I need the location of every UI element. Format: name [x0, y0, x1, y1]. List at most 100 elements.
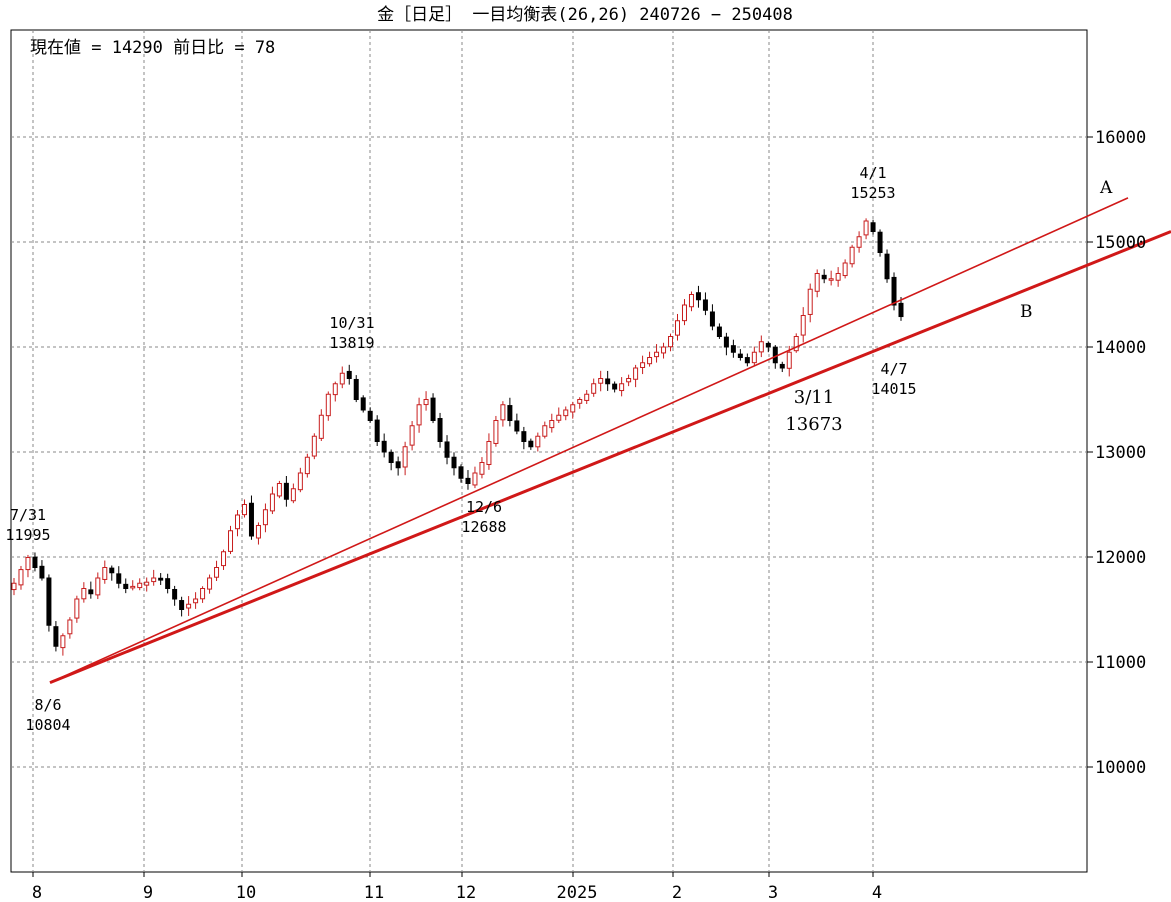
- candle-up: [647, 357, 653, 365]
- candle-up: [137, 582, 143, 589]
- trendline-a: [49, 197, 1129, 684]
- candle-down: [374, 419, 380, 443]
- candle-up: [863, 220, 869, 236]
- candle-down: [870, 222, 876, 232]
- candle-down: [521, 431, 527, 442]
- candle-down: [695, 292, 701, 301]
- y-tick-label: 11000: [1095, 653, 1146, 673]
- annotation-value: 11995: [5, 526, 50, 544]
- candle-up: [228, 530, 234, 552]
- candle-down: [779, 363, 785, 369]
- candle-down: [39, 565, 45, 579]
- annotations: 7/31 11995 8/6 10804 10/31 13819 12/6 12688 3/11…: [5, 164, 916, 734]
- candle-up: [479, 462, 485, 475]
- candle-down: [451, 456, 457, 469]
- candle-up: [67, 619, 73, 635]
- candle-down: [158, 577, 164, 581]
- candle-up: [207, 577, 213, 590]
- candle-up: [800, 315, 806, 336]
- candle-up: [856, 236, 862, 248]
- x-tick-label: 4: [872, 883, 882, 902]
- annotation-date: 8/6: [34, 696, 61, 714]
- candle-down: [737, 353, 743, 358]
- annotation-value: 13673: [785, 414, 842, 435]
- candle-up: [751, 351, 757, 364]
- candle-down: [465, 477, 471, 484]
- candle-up: [842, 262, 848, 277]
- candle-up: [681, 304, 687, 322]
- annotation-value: 15253: [850, 184, 895, 202]
- candle-down: [367, 410, 373, 421]
- candle-down: [437, 418, 443, 443]
- candle-up: [563, 409, 569, 417]
- candle-down: [716, 326, 722, 338]
- trendline-b-label: B: [1020, 302, 1033, 322]
- candle-up: [297, 472, 303, 491]
- candle-up: [688, 294, 694, 308]
- candle-up: [144, 581, 150, 586]
- candle-up: [221, 551, 227, 567]
- y-tick-label: 10000: [1095, 758, 1146, 778]
- candle-down: [891, 276, 897, 306]
- candle-up: [18, 569, 24, 586]
- trendlines: AB: [49, 178, 1171, 684]
- candle-up: [668, 336, 674, 348]
- candle-up: [633, 367, 639, 380]
- annotation-date: 7/31: [10, 506, 46, 524]
- candle-down: [109, 567, 115, 574]
- candle-up: [535, 435, 541, 448]
- candle-down: [353, 378, 359, 401]
- grid: [11, 30, 1087, 872]
- y-tick-label: 15000: [1095, 233, 1146, 253]
- candle-down: [821, 274, 827, 280]
- chart-title: 金［日足］ 一目均衡表(26,26) 240726 − 250408: [377, 5, 793, 25]
- candle-up: [304, 456, 310, 475]
- candle-down: [88, 589, 94, 595]
- candle-up: [332, 383, 338, 396]
- candle-up: [486, 441, 492, 466]
- candle-up: [234, 514, 240, 530]
- candle-up: [102, 567, 108, 580]
- candle-down: [458, 466, 464, 479]
- annotation-value: 12688: [461, 518, 506, 536]
- plot-frame: [10, 29, 1088, 873]
- candle-up: [542, 425, 548, 437]
- candle-up: [793, 336, 799, 352]
- candle-up: [807, 288, 813, 315]
- candle-down: [165, 578, 171, 589]
- y-tick-label: 13000: [1095, 443, 1146, 463]
- candle-down: [172, 588, 178, 600]
- candle-up: [402, 446, 408, 468]
- candle-down: [283, 482, 289, 500]
- y-tick-label: 14000: [1095, 338, 1146, 358]
- candle-up: [584, 393, 590, 401]
- candle-up: [409, 425, 415, 446]
- candle-up: [835, 273, 841, 281]
- x-tick-label: 2025: [557, 883, 598, 902]
- candle-up: [276, 483, 282, 497]
- candle-up: [626, 378, 632, 383]
- candle-up: [493, 420, 499, 444]
- candle-up: [325, 393, 331, 417]
- candle-up: [640, 362, 646, 368]
- candle-down: [46, 577, 52, 626]
- candle-up: [214, 567, 220, 578]
- candle-down: [772, 346, 778, 364]
- trendline-b: [49, 230, 1171, 684]
- candle-down: [381, 440, 387, 453]
- candle-up: [423, 399, 429, 406]
- candle-up: [675, 320, 681, 336]
- candle-up: [255, 525, 261, 539]
- candle-up: [269, 493, 275, 512]
- x-tick-label: 8: [32, 883, 42, 902]
- candle-up: [500, 404, 506, 421]
- annotation-date: 4/1: [859, 164, 886, 182]
- annotation-value: 13819: [329, 334, 374, 352]
- candle-up: [81, 588, 87, 600]
- annotation-date: 3/11: [794, 387, 834, 408]
- candle-up: [577, 399, 583, 404]
- candle-down: [346, 370, 352, 380]
- candle-down: [877, 231, 883, 253]
- candle-down: [765, 342, 771, 348]
- candle-down: [612, 383, 618, 390]
